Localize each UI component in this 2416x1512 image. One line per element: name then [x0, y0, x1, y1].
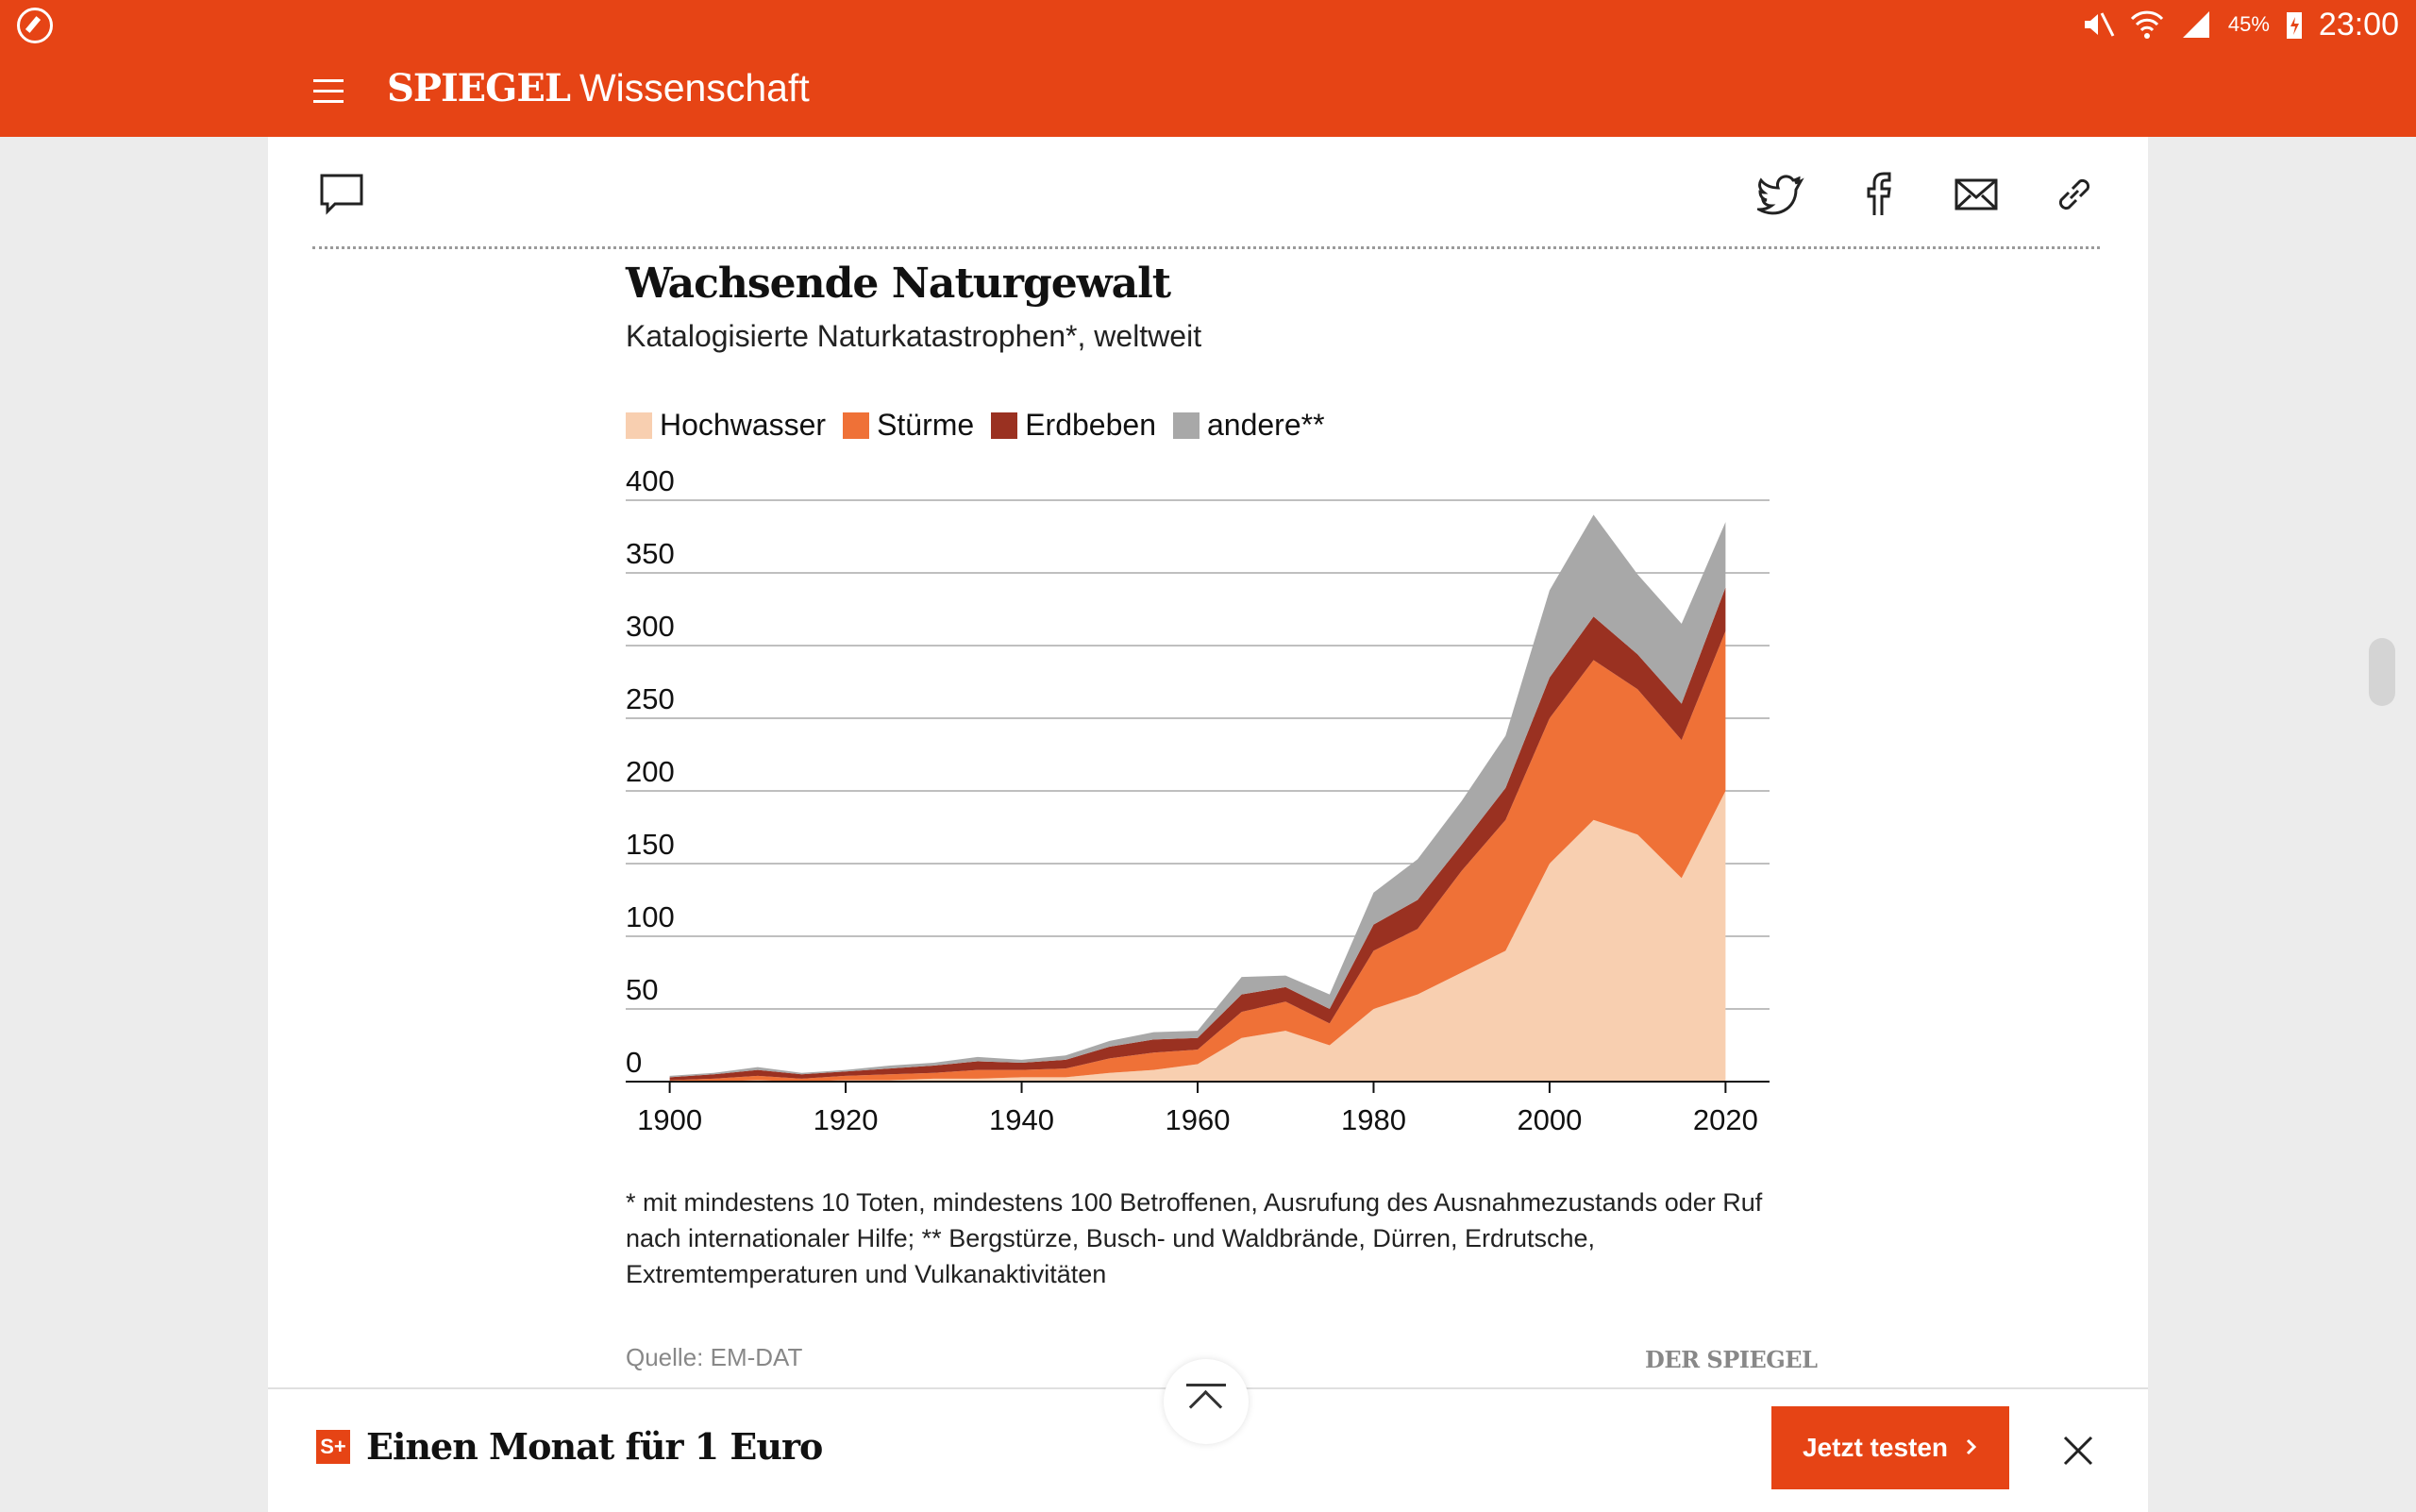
signal-icon: [2179, 9, 2213, 40]
series-area-andere: [669, 514, 1726, 1078]
legend-label: Erdbeben: [1025, 408, 1156, 442]
legend-item: andere**: [1172, 408, 1325, 443]
y-tick-label: 250: [626, 682, 675, 715]
chart-title: Wachsende Naturgewalt: [626, 260, 1171, 308]
y-tick-label: 50: [626, 973, 658, 1006]
series-area-strme: [669, 630, 1726, 1082]
y-tick-label: 100: [626, 900, 675, 933]
wifi-icon: [2130, 9, 2164, 40]
x-tick-label: 1920: [814, 1103, 879, 1136]
x-tick-label: 1900: [637, 1103, 702, 1136]
y-tick-label: 150: [626, 828, 675, 861]
spiegel-watermark: DER SPIEGEL: [1645, 1346, 1818, 1373]
brand-logo: SPIEGEL: [387, 66, 571, 110]
link-icon[interactable]: [2050, 170, 2099, 219]
x-tick-label: 1980: [1341, 1103, 1406, 1136]
brand[interactable]: SPIEGEL Wissenschaft: [387, 66, 810, 110]
article-card: [268, 137, 2148, 1510]
close-icon[interactable]: [2057, 1430, 2099, 1471]
x-tick-label: 2000: [1517, 1103, 1582, 1136]
y-tick-label: 400: [626, 464, 675, 497]
legend-item: Erdbeben: [991, 408, 1156, 443]
legend-swatch: [991, 412, 1018, 439]
x-tick-label: 1940: [989, 1103, 1054, 1136]
battery-percent: 45%: [2227, 12, 2270, 36]
promo-text: Einen Monat für 1 Euro: [366, 1425, 823, 1468]
legend-item: Hochwasser: [626, 408, 826, 443]
x-tick-label: 2020: [1693, 1103, 1758, 1136]
try-now-button[interactable]: Jetzt testen: [1771, 1406, 2009, 1489]
x-tick-label: 1960: [1166, 1103, 1231, 1136]
section-title: Wissenschaft: [579, 66, 810, 109]
back-to-top-button[interactable]: [1164, 1359, 1249, 1444]
legend-swatch: [843, 412, 870, 439]
battery-icon: [2285, 9, 2304, 40]
y-tick-label: 200: [626, 755, 675, 788]
menu-icon[interactable]: [313, 79, 344, 104]
status-bar: 45% 23:00: [2081, 6, 2399, 43]
app-header: [0, 0, 2416, 137]
chart-footnote: * mit mindestens 10 Toten, mindestens 10…: [626, 1188, 1763, 1288]
legend-label: Stürme: [877, 408, 975, 442]
comment-icon[interactable]: [318, 170, 367, 219]
legend-label: andere**: [1206, 408, 1325, 442]
legend-item: Stürme: [843, 408, 974, 443]
chevron-right-icon: [1965, 1433, 1978, 1463]
facebook-icon[interactable]: [1854, 170, 1903, 219]
legend-swatch: [626, 412, 652, 439]
chart-legend: Hochwasser Stürme Erdbeben andere**: [626, 408, 1325, 443]
chart-subtitle: Katalogisierte Naturkatastrophen*, weltw…: [626, 319, 1202, 353]
y-tick-label: 0: [626, 1046, 642, 1079]
legend-label: Hochwasser: [660, 408, 827, 442]
legend-swatch: [1172, 412, 1200, 439]
series-area-hochwasser: [669, 791, 1726, 1082]
splus-badge: S+: [316, 1430, 350, 1464]
y-tick-label: 300: [626, 610, 675, 643]
clock: 23:00: [2318, 6, 2399, 42]
try-now-label: Jetzt testen: [1802, 1433, 1949, 1462]
twitter-icon[interactable]: [1753, 170, 1806, 219]
y-tick-label: 350: [626, 537, 675, 570]
mail-icon[interactable]: [1952, 170, 2001, 219]
edit-notification-icon: [17, 8, 53, 43]
scroll-handle[interactable]: [2369, 638, 2395, 706]
toolbar-divider: [312, 246, 2100, 249]
chart-source: Quelle: EM-DAT: [626, 1343, 803, 1371]
mute-icon: [2081, 9, 2115, 40]
